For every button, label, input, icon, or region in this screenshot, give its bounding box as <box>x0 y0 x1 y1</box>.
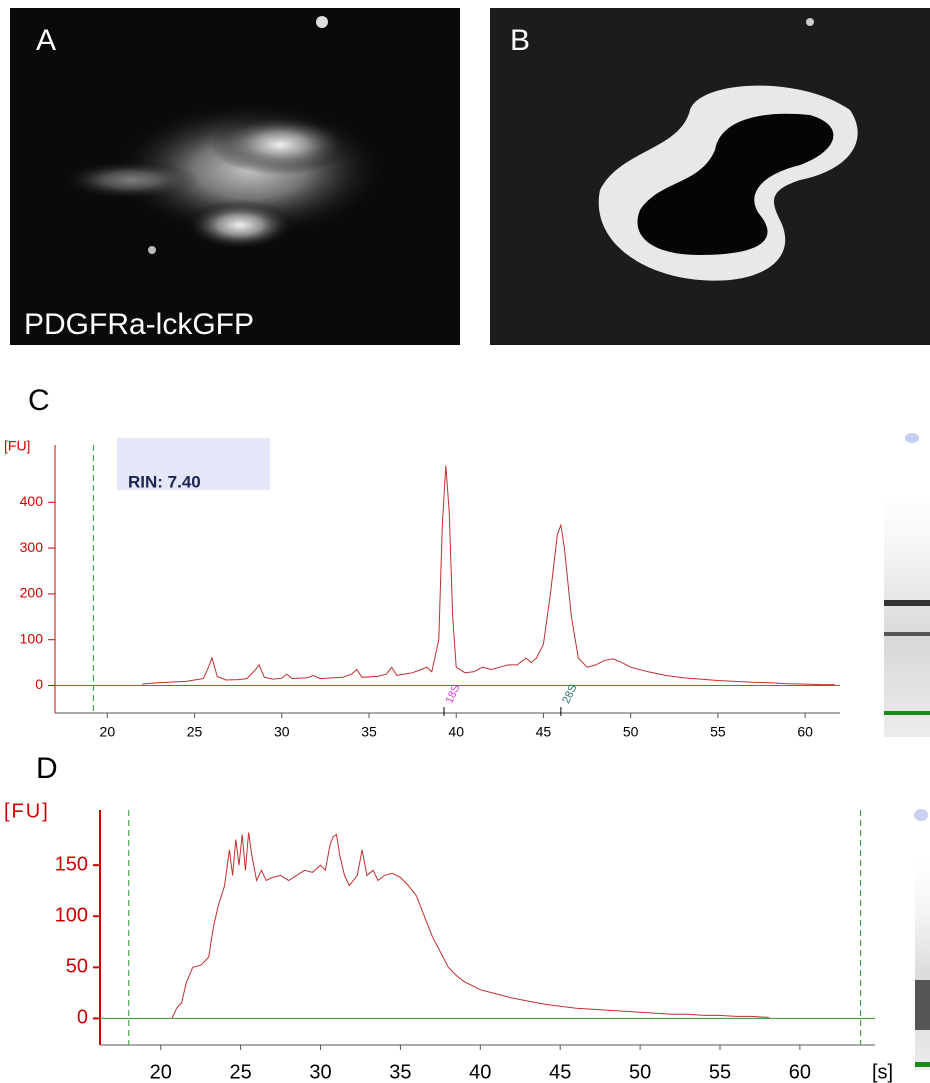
x-tick-label: 25 <box>229 1061 251 1083</box>
gel-d <box>914 809 930 1070</box>
data-line <box>142 465 835 686</box>
annotation: RIN: 7.40 <box>128 472 201 491</box>
x-tick-label: 45 <box>536 724 552 740</box>
x-tick-label: 60 <box>797 724 813 740</box>
y-tick-label: 50 <box>66 956 88 978</box>
x-tick-label: 25 <box>187 724 203 740</box>
x-tick-label: 45 <box>549 1061 571 1083</box>
photo-b: B <box>490 8 930 345</box>
panel-label: D <box>36 752 58 785</box>
y-tick-label: 150 <box>55 853 88 875</box>
image-caption: PDGFRa-lckGFP <box>24 308 254 341</box>
panel-label: C <box>28 384 50 417</box>
y-axis-label: [FU] <box>4 438 30 454</box>
x-tick-label: 35 <box>361 724 377 740</box>
y-axis-label: [FU] <box>4 800 50 822</box>
gel-c <box>884 433 930 737</box>
x-axis-label: [s] <box>872 1061 893 1083</box>
y-tick-label: 0 <box>77 1007 88 1029</box>
x-tick-label: 30 <box>274 724 290 740</box>
peak-label: 18S <box>443 683 462 706</box>
x-tick-label: 60 <box>789 1061 811 1083</box>
y-tick-label: 300 <box>20 539 44 555</box>
y-tick-label: 100 <box>55 905 88 927</box>
x-tick-label: 50 <box>623 724 639 740</box>
annotation-box <box>117 438 270 490</box>
y-tick-label: 100 <box>20 630 44 646</box>
x-tick-label: 55 <box>710 724 726 740</box>
x-tick-label: 35 <box>389 1061 411 1083</box>
photo-a: A PDGFRa-lckGFP <box>10 8 460 345</box>
x-tick-label: 20 <box>100 724 116 740</box>
panel-label: B <box>510 24 530 57</box>
y-tick-label: 200 <box>20 585 44 601</box>
data-line <box>171 832 770 1019</box>
x-tick-label: 50 <box>629 1061 651 1083</box>
x-tick-label: 40 <box>448 724 464 740</box>
x-tick-label: 20 <box>150 1061 172 1083</box>
peak-label: 28S <box>560 683 579 706</box>
y-tick-label: 400 <box>20 493 44 509</box>
x-tick-label: 30 <box>309 1061 331 1083</box>
y-tick-label: 0 <box>35 676 43 692</box>
panel-label: A <box>36 24 56 57</box>
x-tick-label: 55 <box>709 1061 731 1083</box>
x-tick-label: 40 <box>469 1061 491 1083</box>
